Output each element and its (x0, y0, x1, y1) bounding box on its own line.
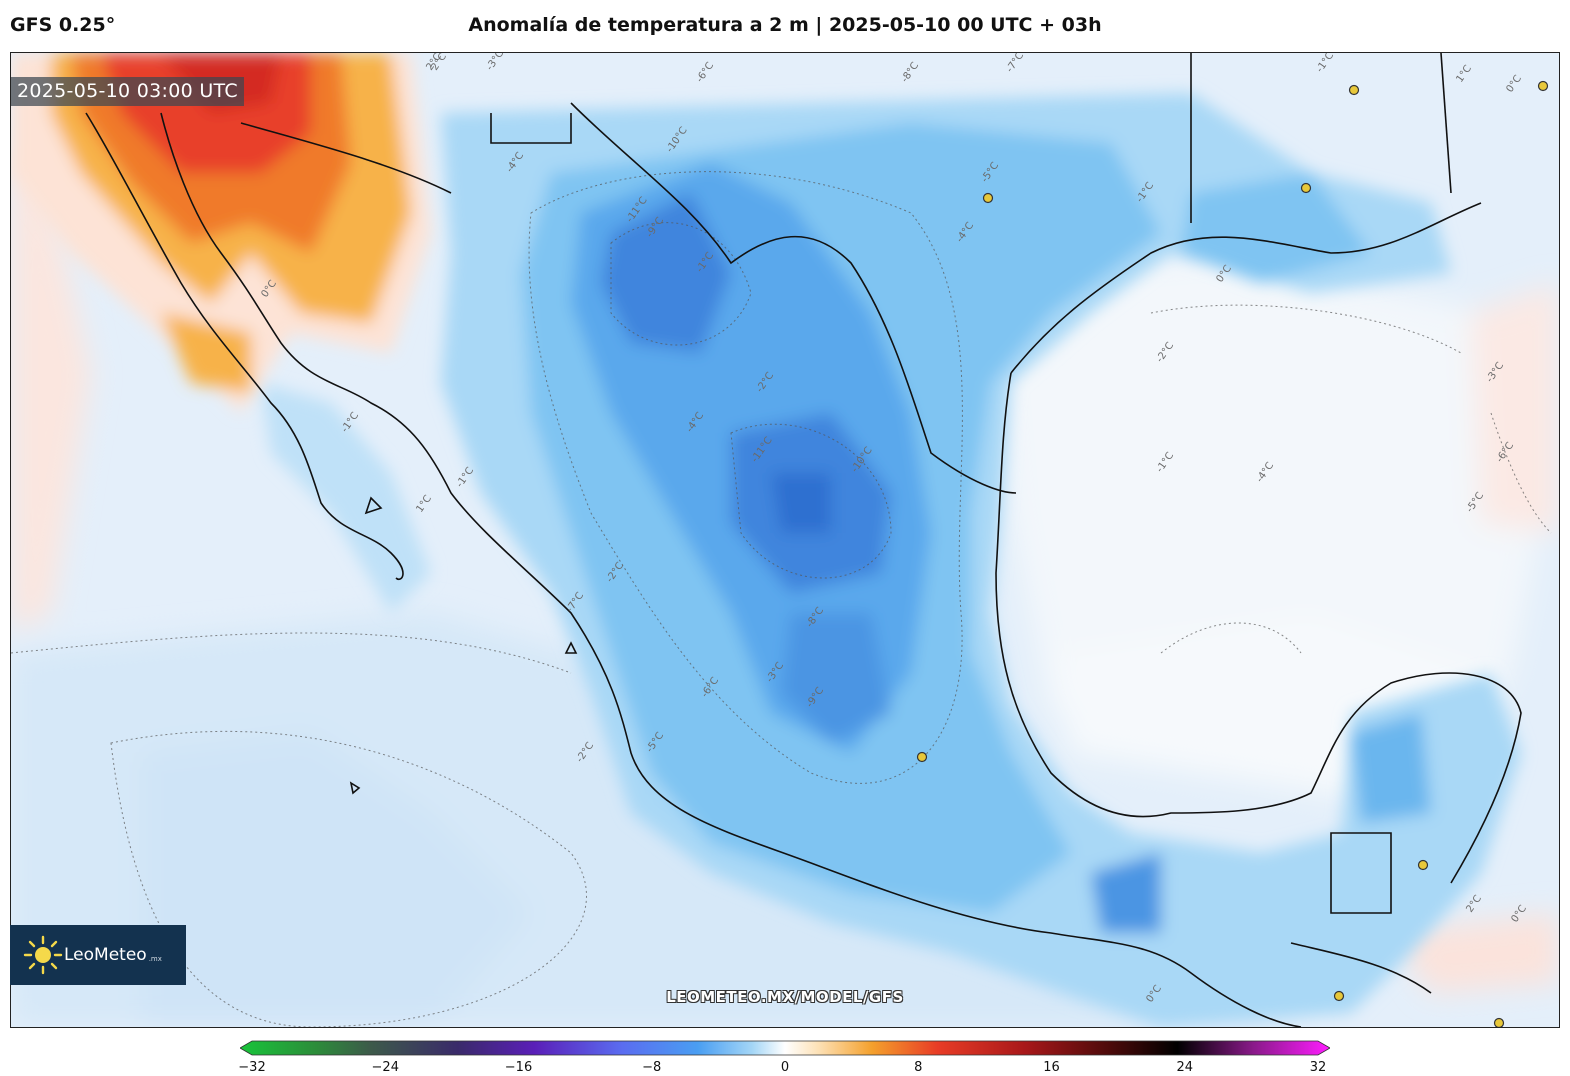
logo-text: LeoMeteo (64, 945, 147, 965)
colorbar-tick-label: −24 (371, 1060, 399, 1075)
watermark-url[interactable]: LEOMETEO.MX/MODEL/GFS (666, 988, 904, 1006)
map-canvas: 2°C -3°C-4°C-6°C -8°C -7°C -1°C 1°C 0°C-5°C-10… (11, 53, 1559, 1027)
colorbar-tick-label: 8 (914, 1060, 923, 1075)
colorbar-tick-label: −32 (238, 1060, 266, 1075)
city-marker-4 (1537, 80, 1549, 92)
city-marker-6 (1417, 859, 1429, 871)
colorbar (240, 1040, 1330, 1056)
colorbar-tick-label: 0 (780, 1060, 790, 1075)
map-title: Anomalía de temperatura a 2 m | 2025-05-… (468, 14, 1102, 36)
logo-suffix: .mx (148, 955, 162, 963)
city-marker-3 (1348, 84, 1360, 96)
colorbar-tick-label: −16 (504, 1060, 533, 1075)
colorbar-tick-label: 32 (1309, 1060, 1327, 1075)
city-marker-2 (1300, 182, 1312, 194)
city-marker-8 (1493, 1017, 1505, 1027)
city-marker-1 (982, 192, 994, 204)
colorbar-tick-label: 16 (1043, 1060, 1060, 1075)
temperature-anomaly-map[interactable]: 2°C -3°C -4°C -6°C -8°C -7°C -1°C 1°C 0°C -5°C -10… (10, 52, 1560, 1028)
valid-time-badge: 2025-05-10 03:00 UTC (11, 77, 244, 106)
colorbar-tick-label: −8 (642, 1060, 662, 1075)
colorbar-tick-label: 24 (1176, 1060, 1194, 1075)
sun-icon (23, 935, 63, 975)
city-marker-5 (916, 751, 928, 763)
leometeo-logo[interactable]: LeoMeteo .mx (10, 925, 186, 985)
city-marker-7 (1333, 990, 1345, 1002)
model-label: GFS 0.25° (10, 14, 116, 36)
